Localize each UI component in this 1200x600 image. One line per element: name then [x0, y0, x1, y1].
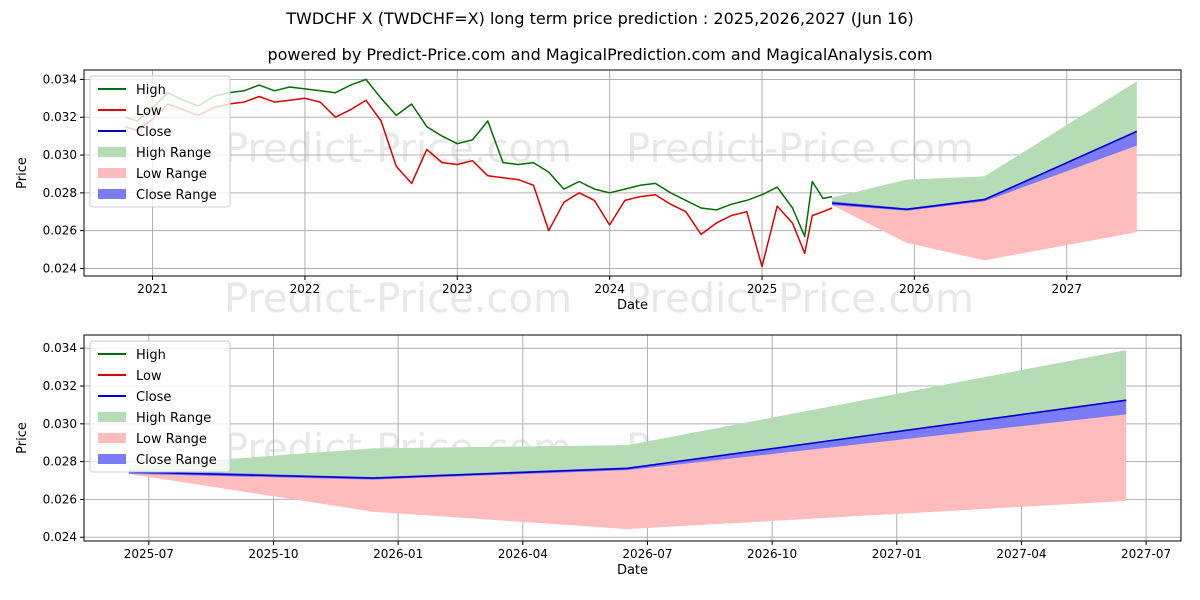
chart-subtitle: powered by Predict-Price.com and Magical… [267, 45, 933, 64]
x-tick-label: 2023 [442, 282, 473, 296]
low-series-line [124, 95, 833, 268]
x-axis-label: Date [617, 563, 648, 578]
watermark: Predict-Price.com [224, 126, 572, 172]
x-tick-label: 2026-01 [373, 547, 423, 561]
low-range-band [832, 131, 1137, 261]
x-tick-label: 2021 [137, 282, 168, 296]
legend-label: High Range [136, 146, 211, 161]
x-tick-label: 2027-04 [996, 547, 1046, 561]
y-tick-label: 0.028 [43, 455, 77, 469]
axes-frame [83, 334, 1182, 542]
axes-frame [83, 69, 1182, 277]
watermark: Predict-Price.com [626, 276, 974, 322]
legend-label: High Range [136, 411, 211, 426]
legend: High Low Close High Range Low Range Close Ran… [89, 340, 231, 473]
watermark: Predict-Price.com [626, 126, 974, 172]
close-forecast-line [128, 399, 1127, 479]
high-range-band [832, 81, 1137, 210]
y-tick-label: 0.032 [43, 379, 77, 393]
legend-label: High [136, 83, 166, 98]
y-axis-label: Price [15, 422, 30, 454]
legend-label: High [136, 348, 166, 363]
x-tick-label: 2024 [594, 282, 625, 296]
x-tick-label: 2022 [290, 282, 321, 296]
y-tick-label: 0.030 [43, 417, 77, 431]
legend-label: Low Range [136, 432, 207, 447]
legend-swatch-low-range [98, 168, 126, 178]
y-tick-label: 0.034 [43, 341, 77, 355]
x-tick-label: 2027 [1051, 282, 1082, 296]
y-tick-label: 0.032 [43, 110, 77, 124]
legend-swatch-high-range [98, 412, 126, 422]
panel-zoom: Predict-Price.comPredict-Price.com2025-0… [15, 334, 1182, 578]
legend-label: Close Range [136, 188, 217, 203]
low-range-band [128, 400, 1127, 530]
legend-label: Low [136, 369, 162, 384]
x-tick-label: 2025 [747, 282, 778, 296]
y-tick-label: 0.028 [43, 186, 77, 200]
y-tick-label: 0.026 [43, 492, 77, 506]
close-forecast-line [832, 130, 1138, 211]
y-tick-label: 0.030 [43, 148, 77, 162]
legend-label: Close [136, 390, 171, 405]
x-tick-label: 2026-10 [747, 547, 797, 561]
x-axis-label: Date [617, 298, 648, 313]
x-tick-label: 2027-07 [1121, 547, 1171, 561]
legend-label: Low [136, 104, 162, 119]
panel-long-term: Predict-Price.com Predict-Price.com Predic… [15, 69, 1182, 322]
legend-label: Close Range [136, 453, 217, 468]
x-tick-label: 2025-07 [124, 547, 174, 561]
legend-swatch-low-range [98, 433, 126, 443]
y-tick-label: 0.026 [43, 224, 77, 238]
y-axis-label: Price [15, 157, 30, 189]
x-tick-label: 2027-01 [872, 547, 922, 561]
legend-swatch-close-range [98, 454, 126, 464]
high-series-line [124, 78, 833, 238]
watermark: Predict-Price.com [224, 276, 572, 322]
x-tick-label: 2026-04 [498, 547, 548, 561]
legend-label: Close [136, 125, 171, 140]
y-tick-label: 0.034 [43, 72, 77, 86]
legend: High Low Close High Range Low Range Close Ran… [89, 75, 231, 208]
plot-area [124, 78, 1138, 268]
y-tick-label: 0.024 [43, 261, 77, 275]
x-tick-label: 2025-10 [248, 547, 298, 561]
x-tick-label: 2026 [899, 282, 930, 296]
legend-swatch-high-range [98, 147, 126, 157]
legend-swatch-close-range [98, 189, 126, 199]
chart-title: TWDCHF X (TWDCHF=X) long term price pred… [286, 9, 914, 28]
y-tick-label: 0.024 [43, 530, 77, 544]
x-tick-label: 2026-07 [622, 547, 672, 561]
legend-label: Low Range [136, 167, 207, 182]
